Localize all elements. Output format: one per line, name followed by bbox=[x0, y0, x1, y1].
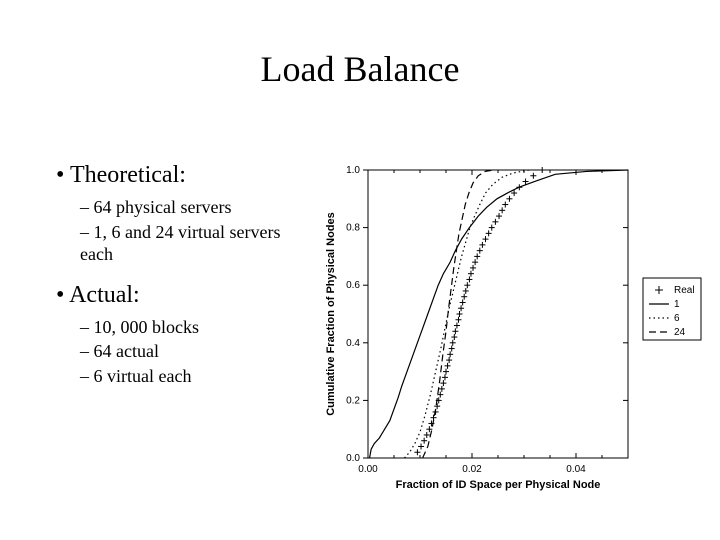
svg-text:0.0: 0.0 bbox=[346, 453, 360, 464]
chart-svg: 0.0 0.2 0.4 0.6 0.8 1.0 0.00 0.02 0.04 Fraction o… bbox=[318, 158, 708, 498]
svg-text:0.6: 0.6 bbox=[346, 280, 360, 291]
svg-text:0.8: 0.8 bbox=[346, 223, 360, 234]
bullet-list: Theoretical: 64 physical servers 1, 6 an… bbox=[56, 160, 316, 401]
svg-text:1.0: 1.0 bbox=[346, 165, 360, 176]
sub-item: 1, 6 and 24 virtual servers each bbox=[80, 221, 316, 266]
svg-text:1: 1 bbox=[674, 299, 680, 310]
svg-text:0.2: 0.2 bbox=[346, 395, 360, 406]
svg-text:0.02: 0.02 bbox=[462, 464, 482, 475]
sub-item: 64 actual bbox=[80, 340, 316, 363]
sub-item: 6 virtual each bbox=[80, 365, 316, 388]
cdf-chart: 0.0 0.2 0.4 0.6 0.8 1.0 0.00 0.02 0.04 Fraction o… bbox=[318, 158, 708, 498]
slide-title: Load Balance bbox=[0, 48, 720, 90]
svg-text:0.04: 0.04 bbox=[566, 464, 586, 475]
actual-sublist: 10, 000 blocks 64 actual 6 virtual each bbox=[80, 316, 316, 388]
svg-text:0.4: 0.4 bbox=[346, 338, 360, 349]
bullet-actual: Actual: bbox=[56, 280, 316, 310]
svg-text:24: 24 bbox=[674, 327, 686, 338]
sub-item: 10, 000 blocks bbox=[80, 316, 316, 339]
svg-text:Real: Real bbox=[674, 285, 695, 296]
slide: Load Balance Theoretical: 64 physical se… bbox=[0, 0, 720, 540]
bullet-theoretical: Theoretical: bbox=[56, 160, 316, 190]
theoretical-sublist: 64 physical servers 1, 6 and 24 virtual … bbox=[80, 196, 316, 266]
sub-item: 64 physical servers bbox=[80, 196, 316, 219]
svg-text:Fraction of ID Space per Physi: Fraction of ID Space per Physical Node bbox=[396, 479, 601, 491]
svg-text:Cumulative Fraction of Physica: Cumulative Fraction of Physical Nodes bbox=[325, 212, 337, 416]
svg-text:0.00: 0.00 bbox=[358, 464, 378, 475]
svg-text:6: 6 bbox=[674, 313, 680, 324]
